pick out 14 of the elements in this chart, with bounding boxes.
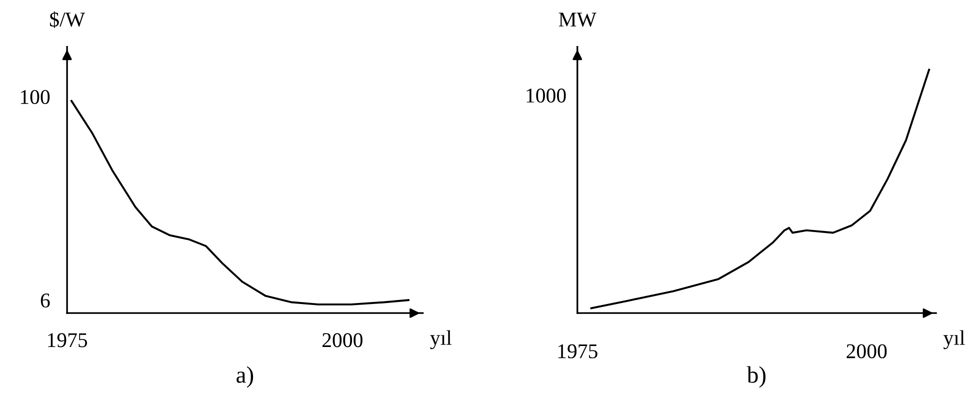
line-series — [70, 100, 410, 306]
y-axis-title: MW — [558, 12, 596, 27]
text: b) — [746, 366, 766, 388]
x-tick-label: 1975 — [558, 344, 598, 358]
text: a) — [236, 366, 254, 388]
y-tick-label: 6 — [40, 294, 50, 308]
y-tick-label: 100 — [20, 90, 50, 104]
x-axis-title: yıl — [430, 330, 452, 350]
y-axis-title: $/W — [50, 11, 85, 28]
x-tick-label: 1975 — [48, 333, 88, 348]
x-tick-label: 2000 — [846, 344, 887, 358]
x-axis-title: yıl — [943, 330, 965, 350]
x-tick-label: 2000 — [322, 333, 362, 348]
text: 1000 — [526, 88, 566, 103]
